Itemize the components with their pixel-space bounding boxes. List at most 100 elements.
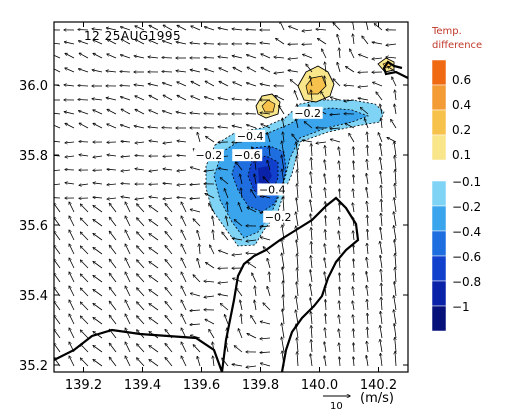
- wind-arrow: [248, 262, 257, 269]
- wind-arrow: [330, 114, 341, 115]
- wind-arrow: [261, 54, 271, 59]
- wind-arrow: [204, 170, 215, 171]
- wind-arrow: [165, 358, 173, 367]
- wind-arrow: [311, 172, 313, 185]
- wind-arrow: [54, 245, 61, 255]
- wind-arrow: [197, 132, 201, 143]
- wind-arrow: [54, 54, 61, 59]
- wind-arrow: [209, 204, 215, 213]
- wind-arrow: [325, 328, 326, 339]
- wind-arrow: [238, 329, 243, 339]
- wind-arrow: [125, 230, 131, 241]
- contour-label: −0.4: [259, 183, 286, 196]
- wind-arrow: [177, 184, 187, 185]
- wind-arrow: [54, 112, 61, 115]
- wind-arrow: [394, 104, 397, 115]
- wind-arrow: [93, 53, 103, 59]
- wind-arrow: [367, 313, 368, 325]
- wind-arrow: [109, 357, 117, 367]
- wind-arrow: [205, 319, 215, 325]
- legend-swatch: [431, 109, 447, 136]
- wind-arrow: [121, 184, 131, 185]
- wind-arrow: [339, 273, 340, 283]
- wind-arrow: [93, 262, 103, 269]
- wind-arrow: [163, 111, 173, 115]
- contour-label: −0.2: [265, 211, 292, 224]
- wind-arrow: [205, 69, 215, 73]
- wind-arrow: [247, 83, 257, 87]
- wind-arrow: [232, 238, 243, 241]
- wind-arrow: [269, 272, 270, 283]
- wind-arrow: [218, 282, 229, 283]
- wind-arrow: [263, 303, 271, 311]
- wind-arrow: [289, 26, 299, 31]
- wind-arrow: [395, 90, 396, 101]
- wind-arrow: [109, 273, 117, 283]
- wind-arrow: [395, 268, 396, 283]
- wind-arrow: [380, 339, 383, 353]
- wind-arrow: [367, 132, 368, 143]
- wind-arrow: [241, 314, 242, 325]
- wind-arrow: [324, 160, 327, 171]
- x-tick-label: 139.6: [183, 378, 220, 393]
- wind-arrow: [80, 260, 89, 269]
- wind-arrow: [134, 85, 145, 86]
- wind-arrow: [65, 142, 75, 143]
- wind-arrow: [353, 147, 354, 157]
- wind-arrow: [251, 190, 257, 199]
- wind-arrow: [181, 342, 187, 353]
- x-axis: 139.2 139.4 139.6 139.8 140.0 140.2: [65, 22, 397, 393]
- wind-arrow: [149, 276, 159, 283]
- wind-arrow: [190, 209, 201, 213]
- wind-arrow: [234, 220, 243, 227]
- wind-arrow: [80, 302, 89, 311]
- wind-arrow: [353, 315, 354, 325]
- legend-title-line2: difference: [432, 40, 482, 51]
- wind-arrow: [135, 198, 145, 199]
- legend-label: 0.4: [452, 98, 471, 112]
- wind-arrow: [137, 204, 145, 213]
- wind-arrow: [109, 217, 117, 227]
- wind-arrow: [125, 202, 131, 213]
- wind-arrow: [324, 174, 327, 185]
- wind-arrow: [149, 40, 159, 45]
- wind-arrow: [69, 272, 75, 283]
- wind-arrow: [165, 218, 173, 227]
- wind-arrow: [137, 288, 145, 297]
- wind-arrow: [181, 356, 187, 367]
- wind-arrow: [137, 232, 145, 241]
- wind-arrow: [224, 189, 229, 199]
- wind-arrow: [80, 246, 89, 255]
- wind-arrow: [149, 346, 159, 353]
- wind-arrow: [109, 245, 117, 255]
- wind-arrow: [79, 69, 89, 73]
- wind-arrow: [311, 158, 312, 171]
- wind-arrow: [339, 301, 340, 311]
- wind-arrow: [121, 197, 131, 198]
- legend-label: 0.6: [452, 73, 471, 87]
- wind-arrow: [311, 256, 312, 269]
- wind-arrow: [149, 234, 159, 241]
- wind-arrow: [324, 342, 327, 353]
- wind-arrow: [247, 207, 257, 213]
- wind-arrow: [213, 230, 214, 241]
- wind-arrow: [311, 228, 312, 241]
- wind-arrow: [205, 27, 215, 31]
- wind-arrow: [282, 118, 285, 129]
- contour-label-bg: [257, 183, 288, 196]
- wind-arrow: [261, 124, 271, 129]
- wind-arrow: [69, 286, 75, 297]
- wind-arrow: [381, 199, 382, 213]
- wind-arrow: [367, 201, 368, 213]
- wind-arrow: [135, 169, 145, 170]
- legend-swatch: [431, 134, 447, 161]
- wind-arrow: [367, 145, 368, 157]
- wind-arrow: [149, 304, 159, 311]
- wind-arrow: [137, 358, 145, 367]
- wind-arrow: [121, 97, 131, 101]
- wind-arrow: [64, 85, 75, 86]
- legend-label: −0.4: [452, 225, 481, 239]
- wind-arrow: [219, 68, 229, 73]
- wind-arrow: [204, 128, 215, 129]
- wind-arrow: [135, 109, 145, 115]
